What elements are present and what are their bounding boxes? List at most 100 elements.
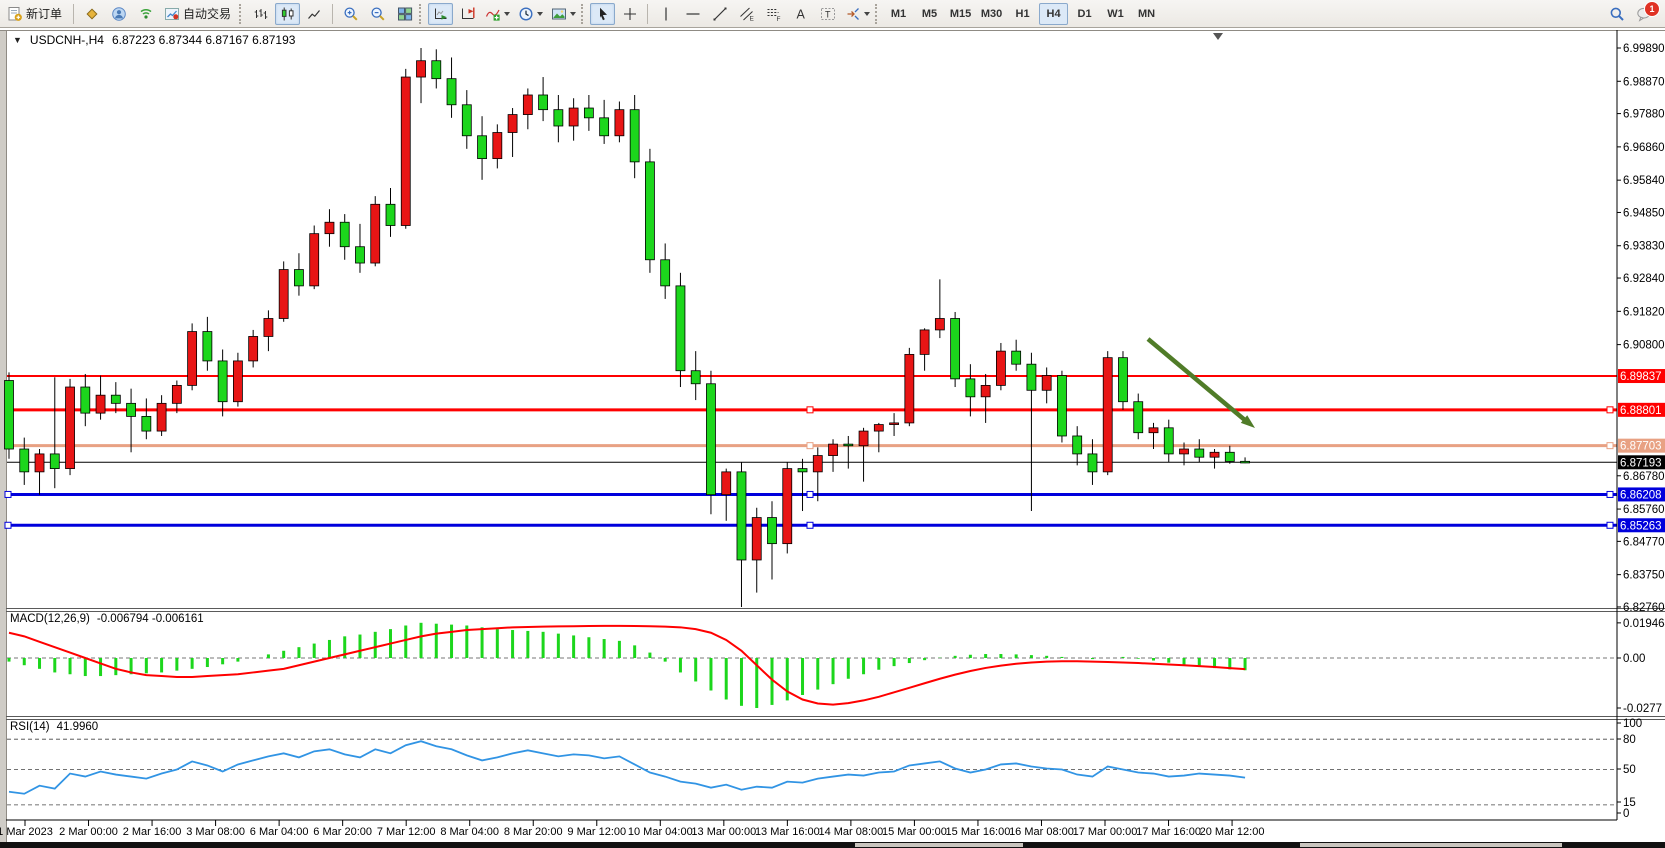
candle-body — [721, 471, 732, 496]
line-anchor-handle[interactable] — [806, 406, 814, 414]
chart-shift-marker[interactable] — [1213, 33, 1223, 40]
vertical-line-button[interactable] — [653, 3, 678, 25]
toolbar-separator — [647, 3, 649, 24]
new-order-button[interactable]: 新订单 — [3, 3, 68, 25]
candle-body — [767, 517, 777, 545]
time-axis-label: 15 Mar 00:00 — [882, 826, 947, 838]
timeframe-m5-button[interactable]: M5 — [921, 7, 938, 20]
search-button[interactable] — [1604, 3, 1629, 25]
line-anchor-handle[interactable] — [806, 442, 814, 450]
fibonacci-button[interactable]: F — [761, 3, 786, 25]
candle-body — [19, 448, 30, 473]
auto-scroll-button[interactable] — [428, 2, 454, 25]
macd-signal-line — [8, 624, 1246, 706]
tile-windows-icon — [397, 7, 412, 21]
periods-button[interactable] — [515, 3, 546, 25]
tile-windows-button[interactable] — [392, 3, 417, 25]
notifications-button[interactable]: 1 — [1631, 0, 1660, 25]
candle-body — [690, 370, 701, 385]
price-axis-label: 6.91820 — [1623, 306, 1665, 318]
candle-body — [492, 132, 503, 160]
candle-body — [400, 76, 411, 226]
bottom-edge-segment — [1300, 843, 1562, 847]
line-anchor-handle[interactable] — [1606, 521, 1614, 529]
toolbar-separator — [73, 3, 75, 24]
chart-shift-button[interactable] — [455, 3, 480, 25]
arrows-shapes-button[interactable] — [842, 3, 873, 25]
macd-axis-label: 0.00 — [1623, 653, 1645, 665]
time-axis-label: 20 Mar 12:00 — [1200, 826, 1265, 838]
candle-body — [568, 107, 579, 127]
price-badge-label: 6.87703 — [1620, 441, 1662, 453]
chart-line-icon — [307, 9, 320, 19]
candle-body — [461, 104, 472, 137]
cursor-button[interactable] — [590, 2, 616, 25]
candle-body — [80, 386, 91, 414]
trendline-button[interactable] — [707, 3, 732, 25]
chevron-down-icon[interactable] — [864, 11, 871, 16]
chevron-down-icon[interactable] — [537, 11, 544, 16]
line-anchor-handle[interactable] — [806, 490, 814, 498]
indicators-button[interactable] — [482, 3, 513, 25]
community-button[interactable] — [106, 3, 131, 25]
text-button[interactable]: A — [788, 3, 813, 25]
line-anchor-handle[interactable] — [806, 521, 814, 529]
zoom-in-icon — [343, 6, 358, 21]
line-anchor-handle[interactable] — [1606, 490, 1614, 498]
candle-body — [263, 318, 274, 337]
zoom-out-button[interactable] — [365, 3, 390, 25]
timeframe-w1-button[interactable]: W1 — [1107, 7, 1124, 20]
timeframe-m1-button[interactable]: M1 — [890, 7, 907, 20]
equidistant-channel-button[interactable]: E — [734, 3, 759, 25]
line-anchor-handle[interactable] — [1606, 442, 1614, 450]
autotrade-icon — [165, 7, 180, 20]
trend-arrow-annotation[interactable] — [1146, 337, 1248, 423]
timeframe-d1-button[interactable]: D1 — [1077, 7, 1092, 20]
bar-chart-button[interactable] — [248, 3, 273, 25]
candle-body — [614, 109, 625, 137]
chart-shift-icon — [461, 7, 475, 19]
timeframe-m30-button[interactable]: M30 — [980, 7, 1003, 20]
collapse-arrow-icon[interactable]: ▼ — [13, 35, 22, 45]
templates-button[interactable] — [548, 3, 579, 25]
text-label-button[interactable]: T — [815, 3, 840, 25]
price-badge — [1618, 455, 1665, 470]
line-anchor-handle[interactable] — [4, 490, 12, 498]
horizontal-line-button[interactable] — [680, 3, 705, 25]
price-badge — [1618, 487, 1665, 502]
time-axis-label: 14 Mar 08:00 — [818, 826, 883, 838]
line-anchor-handle[interactable] — [1606, 406, 1614, 414]
candle-body — [1057, 375, 1067, 437]
candle-body — [843, 443, 854, 447]
quotes-button[interactable] — [79, 3, 104, 25]
chevron-down-icon[interactable] — [504, 11, 511, 16]
chart-canvas[interactable]: 6.99890 6.98870 6.97880 6.96860 6.95840 6.948… — [0, 28, 1665, 848]
candle-body — [171, 384, 182, 404]
candle-body — [1148, 427, 1159, 434]
toolbar-grip — [419, 3, 424, 24]
line-chart-button[interactable] — [302, 3, 327, 25]
candle-body — [599, 117, 610, 137]
timeframe-mn-button[interactable]: MN — [1137, 7, 1156, 20]
auto-trading-button[interactable]: 自动交易 — [160, 3, 237, 25]
timeframe-m15-button[interactable]: M15 — [949, 7, 972, 20]
cursor-icon — [599, 7, 607, 20]
timeframe-h4-button[interactable]: H4 — [1039, 2, 1069, 25]
line-anchor-handle[interactable] — [4, 521, 12, 529]
crosshair-button[interactable] — [617, 3, 642, 25]
candle-body — [706, 383, 716, 496]
candlestick-chart-button[interactable] — [275, 2, 301, 25]
zoom-in-button[interactable] — [338, 3, 363, 25]
candle-body — [126, 402, 136, 417]
candle-body — [1133, 401, 1144, 434]
chevron-down-icon[interactable] — [570, 11, 577, 16]
timeframe-h1-button[interactable]: H1 — [1015, 7, 1030, 20]
price-axis-label: 6.94850 — [1623, 207, 1665, 219]
rsi-axis-label: 80 — [1623, 734, 1636, 746]
signals-button[interactable] — [133, 3, 158, 25]
candle-body — [446, 78, 457, 106]
trend-arrow-head[interactable] — [1240, 415, 1255, 428]
window-left-edge — [0, 30, 6, 842]
candle-body — [950, 318, 961, 380]
